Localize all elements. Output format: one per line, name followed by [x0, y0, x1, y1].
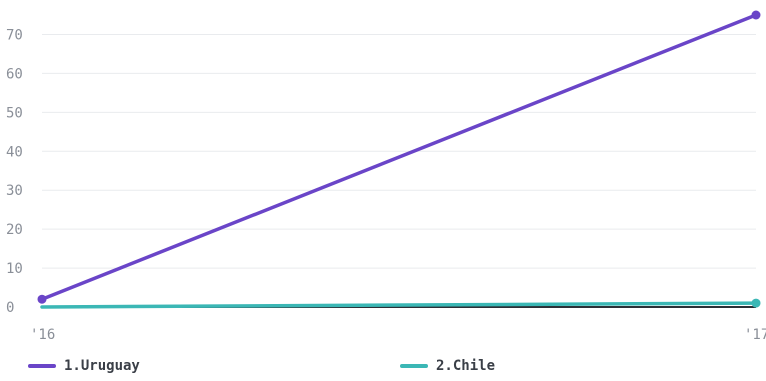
x-tick-label-0: '16 — [30, 327, 55, 343]
y-tick-label-50: 50 — [6, 105, 23, 121]
data-point-uruguay-1 — [751, 10, 761, 20]
legend-swatch-uruguay — [28, 364, 56, 368]
series-line-uruguay — [40, 13, 758, 301]
legend-item-chile[interactable]: 2.Chile — [400, 358, 495, 374]
y-tick-label-10: 10 — [6, 261, 23, 277]
legend-swatch-chile — [400, 364, 428, 368]
y-tick-label-70: 70 — [6, 27, 23, 43]
legend-label-chile: 2.Chile — [436, 358, 496, 374]
y-tick-label-20: 20 — [6, 222, 23, 238]
y-tick-label-40: 40 — [6, 144, 23, 160]
y-tick-label-0: 0 — [6, 300, 14, 316]
y-tick-label-30: 30 — [6, 183, 23, 199]
legend: 1.Uruguay 2.Chile — [0, 358, 766, 380]
series-line-chile — [40, 301, 758, 309]
legend-item-uruguay[interactable]: 1.Uruguay — [28, 358, 140, 374]
data-point-uruguay-0 — [37, 294, 47, 304]
x-tick-label-1: '17 — [744, 327, 766, 343]
legend-label-uruguay: 1.Uruguay — [64, 358, 140, 374]
y-tick-label-60: 60 — [6, 66, 23, 82]
chart-plot-area: 0 10 20 30 40 50 60 70 '16 '17 — [6, 10, 766, 343]
data-point-chile-1 — [751, 298, 761, 308]
